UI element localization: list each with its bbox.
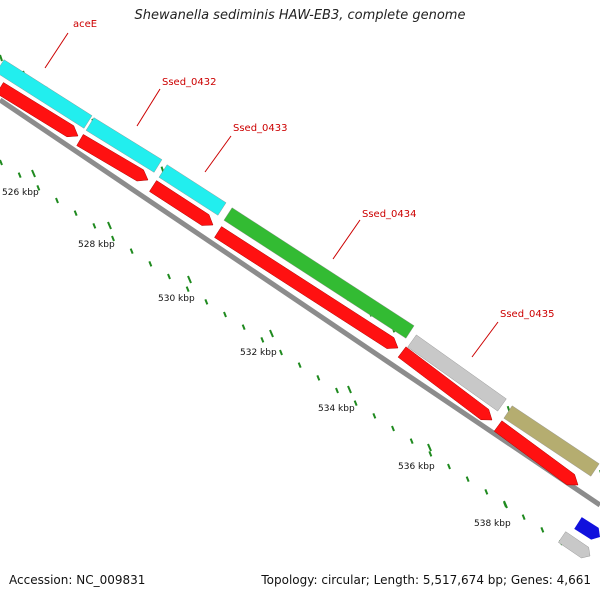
gene-label: Ssed_0433	[233, 123, 288, 134]
scale-tick	[391, 425, 395, 432]
scale-tick	[0, 159, 3, 166]
genome-backbone	[0, 97, 600, 508]
kbp-label: 532 kbp	[240, 348, 277, 358]
scale-tick	[111, 235, 115, 242]
scale-tick	[428, 450, 433, 457]
genome-summary: Topology: circular; Length: 5,517,674 bp…	[261, 573, 591, 587]
kbp-label: 534 kbp	[318, 404, 355, 414]
kbp-label: 530 kbp	[158, 294, 195, 304]
feature-bar	[85, 117, 163, 173]
scale-tick	[241, 324, 246, 331]
scale-tick	[36, 184, 41, 191]
scale-tick	[353, 400, 358, 407]
kbp-label: 536 kbp	[398, 462, 435, 472]
scale-tick	[0, 54, 3, 62]
scale-tick	[540, 526, 545, 533]
scale-tick	[447, 463, 451, 470]
kbp-tick	[503, 500, 508, 509]
kbp-tick	[187, 275, 192, 284]
scale-tick	[185, 286, 190, 293]
scale-tick	[129, 248, 134, 255]
feature-bar	[223, 207, 415, 339]
scale-tick	[167, 273, 171, 280]
scale-tick	[484, 488, 489, 495]
label-leader-line	[471, 321, 499, 358]
kbp-label: 526 kbp	[2, 188, 39, 198]
scale-tick	[92, 222, 97, 229]
scale-tick	[148, 260, 153, 267]
cds-arrow	[493, 420, 579, 486]
scale-tick	[297, 362, 302, 369]
cds-layer	[0, 82, 579, 486]
gene-label: aceE	[73, 19, 97, 30]
feature-bar	[158, 164, 227, 216]
cds-arrow	[214, 226, 399, 349]
gene-label: Ssed_0432	[162, 77, 217, 88]
scale-tick	[223, 311, 227, 318]
feature-layer	[0, 59, 600, 559]
label-layer: aceE Ssed_0432 Ssed_0433 Ssed_0434 Ssed_0435…	[2, 19, 555, 529]
feature-bar	[407, 334, 507, 412]
scale-tick	[204, 298, 209, 305]
scale-tick	[372, 412, 377, 419]
kbp-tick	[427, 443, 432, 452]
gene-label: Ssed_0434	[362, 209, 417, 220]
gene-label: Ssed_0435	[500, 309, 555, 320]
scale-tick	[335, 387, 339, 394]
scale-tick	[521, 514, 526, 521]
kbp-tick	[347, 385, 352, 394]
feature-bar-gray	[558, 531, 591, 559]
scale-tick	[279, 349, 283, 356]
label-leader-line	[332, 219, 361, 260]
feature-bar	[503, 405, 600, 477]
cds-arrow	[149, 180, 214, 226]
scale-tick	[316, 374, 321, 381]
cds-arrow	[76, 134, 149, 182]
feature-bar-blue	[574, 517, 600, 540]
scale-tick	[73, 210, 78, 217]
scale-tick	[55, 197, 59, 204]
kbp-tick	[269, 329, 274, 338]
feature-bar	[0, 59, 93, 129]
scale-tick	[409, 438, 414, 445]
backbone-layer	[0, 97, 600, 508]
label-leader-line	[44, 32, 69, 69]
scale-tick	[260, 336, 265, 343]
kbp-label: 538 kbp	[474, 519, 511, 529]
kbp-label: 528 kbp	[78, 240, 115, 250]
scale-tick	[17, 172, 22, 179]
kbp-tick	[31, 169, 36, 178]
cds-arrow	[397, 346, 493, 421]
accession-text: Accession: NC_009831	[9, 573, 146, 587]
label-leader-line	[136, 88, 161, 127]
cds-arrow	[0, 82, 79, 138]
map-title: Shewanella sediminis HAW-EB3, complete g…	[134, 8, 466, 23]
kbp-tick	[107, 221, 112, 230]
scale-tick	[465, 476, 470, 483]
label-leader-line	[204, 135, 232, 173]
